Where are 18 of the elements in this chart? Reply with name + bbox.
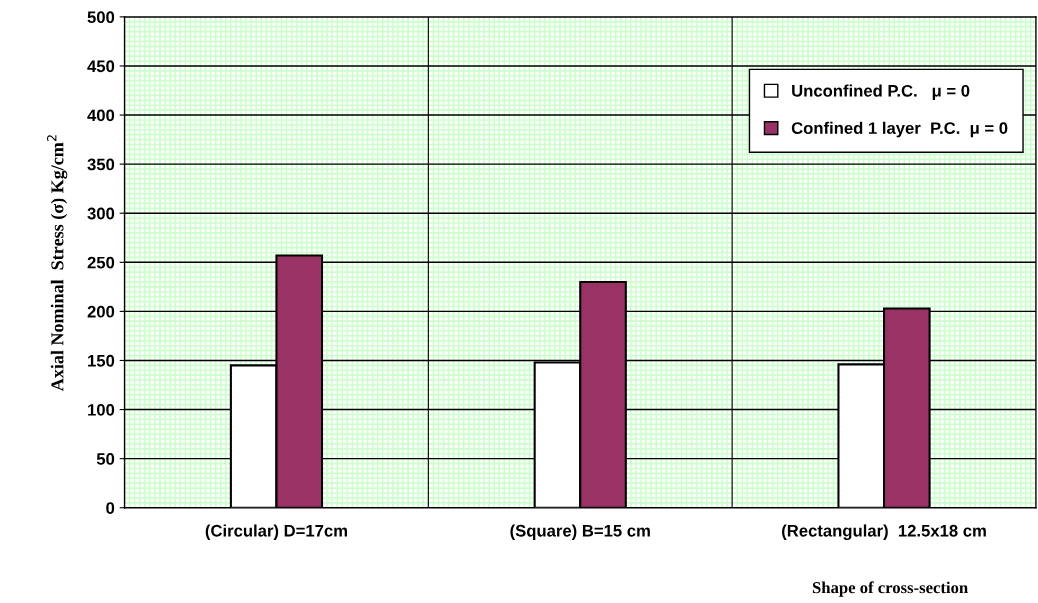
y-tick-label: 450: [87, 60, 115, 73]
y-tick-label: 300: [87, 207, 115, 220]
legend-label: Unconfined P.C. μ = 0: [792, 84, 970, 100]
y-axis-title: Axial Nominal Stress (σ) Kg/cm$^{2}$: [47, 135, 68, 392]
y-tick-label: 100: [88, 403, 115, 416]
y-tick-label: 200: [87, 305, 115, 318]
x-axis-title: Shape of cross-section: [812, 581, 968, 597]
legend-label: Confined 1 layer P.C. μ = 0: [791, 121, 1008, 138]
y-tick-label: 250: [87, 256, 115, 269]
y-tick-label: 400: [87, 109, 115, 122]
y-tick-label: 150: [88, 354, 115, 367]
x-tick-label: (Rectangular) 12.5x18 cm: [782, 524, 986, 540]
y-tick-label: 500: [87, 11, 115, 24]
x-tick-label: (Circular) D=17cm: [205, 524, 347, 540]
x-tick-label: (Square) B=15 cm: [510, 524, 650, 540]
y-tick-label: 350: [87, 158, 115, 171]
y-tick-label: 50: [96, 453, 115, 465]
y-tick-label: 0: [106, 502, 115, 514]
